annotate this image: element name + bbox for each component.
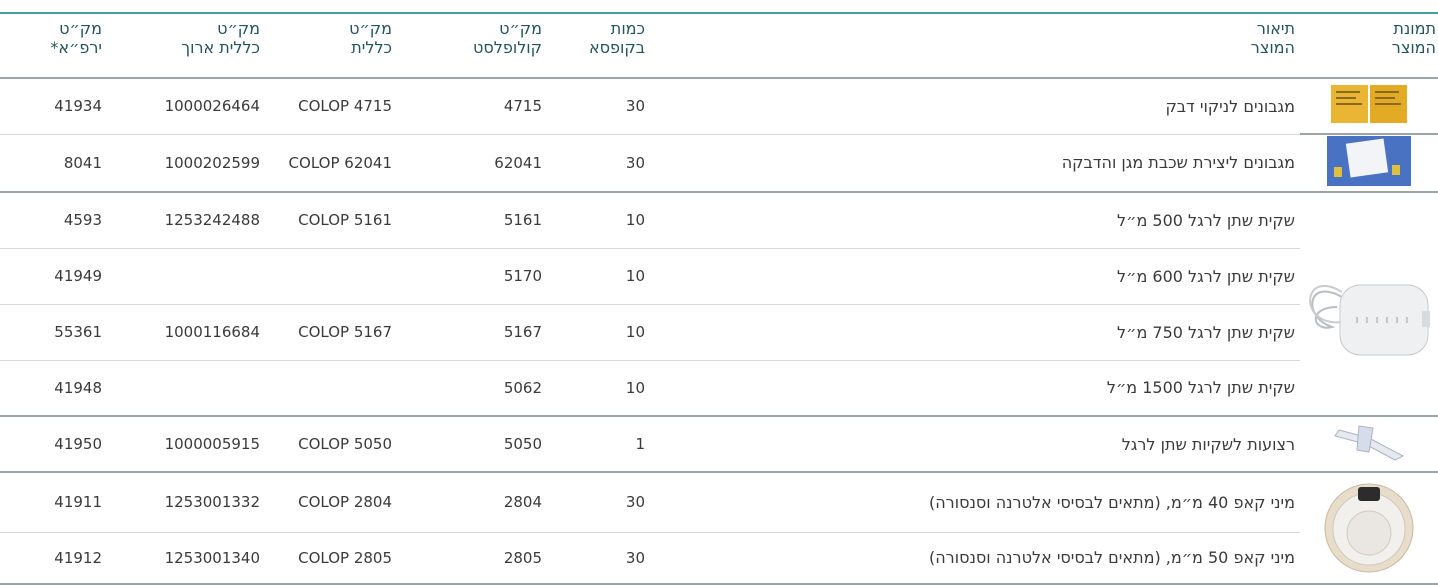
header-text: כמות xyxy=(610,19,645,38)
table-cell xyxy=(265,360,397,417)
description-cell: שקית שתן לרגל 600 מ״ל xyxy=(650,248,1300,305)
table-cell: 1253001332 xyxy=(107,472,265,533)
table-cell: 10 xyxy=(547,304,650,361)
table-cell: COLOP 5050 xyxy=(265,416,397,473)
header-text: קולופלסט xyxy=(472,38,542,57)
table-row: רצועות לשקיות שתן לרגל 1 5050 COLOP 5050 100… xyxy=(0,416,1438,473)
header-cell: כמות בקופסא xyxy=(547,12,650,79)
table-cell: 62041 xyxy=(397,134,547,193)
table-cell: COLOP 2805 xyxy=(265,532,397,585)
description-cell: שקית שתן לרגל 1500 מ״ל xyxy=(650,360,1300,417)
description-cell: רצועות לשקיות שתן לרגל xyxy=(650,416,1300,473)
description-cell: שקית שתן לרגל 750 מ״ל xyxy=(650,304,1300,361)
product-image xyxy=(1300,237,1438,371)
table-body: מגבונים לניקוי דבק 30 4715 COLOP 4715 100002… xyxy=(0,78,1438,585)
table-row: מיני קאפ 40 מ״מ, (מתאים לבסיסי אלטרנה וס… xyxy=(0,472,1438,585)
table-cell: 55361 xyxy=(0,304,107,361)
header-text: מק״ט xyxy=(349,19,392,38)
header-text: כללית ארוך xyxy=(181,38,260,57)
table-cell: 1000202599 xyxy=(107,134,265,193)
table-cell: 30 xyxy=(547,78,650,135)
header-text: בקופסא xyxy=(588,38,645,57)
table-cell xyxy=(107,248,265,305)
header-text: תיאור xyxy=(1256,19,1295,38)
product-image xyxy=(1300,422,1438,466)
table-cell: 5050 xyxy=(397,416,547,473)
description-cell: מיני קאפ 40 מ״מ, (מתאים לבסיסי אלטרנה וס… xyxy=(650,472,1300,533)
table-cell: 1253242488 xyxy=(107,192,265,249)
table-cell: 5161 xyxy=(397,192,547,249)
table-cell: 2805 xyxy=(397,532,547,585)
table-cell: 1000026464 xyxy=(107,78,265,135)
product-image xyxy=(1300,135,1438,191)
table-cell: COLOP 2804 xyxy=(265,472,397,533)
table-cell: COLOP 4715 xyxy=(265,78,397,135)
product-table: תמונת המוצר תיאור המוצר כמות בקופסא מק״ט קולופל… xyxy=(0,12,1438,585)
table-cell: 41934 xyxy=(0,78,107,135)
table-cell: 4715 xyxy=(397,78,547,135)
header-cell: תיאור המוצר xyxy=(650,12,1300,79)
header-text: כללית xyxy=(351,38,392,57)
header-text: מק״ט xyxy=(217,19,260,38)
table-cell: 41911 xyxy=(0,472,107,533)
header-cell: מק״ט כללית xyxy=(265,12,397,79)
table-cell: 10 xyxy=(547,192,650,249)
product-image-cell xyxy=(1300,134,1438,193)
table-cell: 10 xyxy=(547,248,650,305)
table-cell: 41950 xyxy=(0,416,107,473)
header-text: המוצר xyxy=(1391,38,1436,57)
header-text: תמונת xyxy=(1393,19,1436,38)
product-image-cell xyxy=(1300,472,1438,585)
product-image-cell xyxy=(1300,192,1438,417)
table-cell: 30 xyxy=(547,134,650,193)
table-row: מגבונים לניקוי דבק 30 4715 COLOP 4715 100002… xyxy=(0,78,1438,135)
table-cell: 5062 xyxy=(397,360,547,417)
description-cell: מיני קאפ 50 מ״מ, (מתאים לבסיסי אלטרנה וס… xyxy=(650,532,1300,585)
table-cell: 1000116684 xyxy=(107,304,265,361)
header-text: ירפ״א* xyxy=(50,38,102,57)
product-image xyxy=(1300,479,1438,577)
table-cell: 8041 xyxy=(0,134,107,193)
table-cell: COLOP 62041 xyxy=(265,134,397,193)
header-row: תמונת המוצר תיאור המוצר כמות בקופסא מק״ט קולופל… xyxy=(0,12,1438,79)
header-text: מק״ט xyxy=(59,19,102,38)
table-cell: 4593 xyxy=(0,192,107,249)
table-cell: 41949 xyxy=(0,248,107,305)
header-cell: מק״ט קולופלסט xyxy=(397,12,547,79)
table-row: שקית שתן לרגל 750 מ״ל 10 5167 COLOP 5167 100… xyxy=(0,304,1438,361)
table-cell: 2804 xyxy=(397,472,547,533)
table-cell: 10 xyxy=(547,360,650,417)
header-cell: תמונת המוצר xyxy=(1300,12,1438,79)
header-cell: מק״ט ירפ״א* xyxy=(0,12,107,79)
table-cell: 1 xyxy=(547,416,650,473)
table-cell: 1253001340 xyxy=(107,532,265,585)
table-cell: COLOP 5161 xyxy=(265,192,397,249)
header-text: המוצר xyxy=(1250,38,1295,57)
description-cell: מגבונים ליצירת שכבת מגן והדבקה xyxy=(650,134,1300,193)
table-cell: 41948 xyxy=(0,360,107,417)
table-row: שקית שתן לרגל 500 מ״ל 10 5161 COLOP 5161 125… xyxy=(0,192,1438,417)
table-row: שקית שתן לרגל 1500 מ״ל 10 5062 41948 xyxy=(0,360,1438,417)
table-cell: 30 xyxy=(547,472,650,533)
product-image xyxy=(1300,83,1438,129)
table-row: מיני קאפ 50 מ״מ, (מתאים לבסיסי אלטרנה וס… xyxy=(0,532,1438,585)
description-cell: מגבונים לניקוי דבק xyxy=(650,78,1300,135)
table-cell: 30 xyxy=(547,532,650,585)
product-image-cell xyxy=(1300,416,1438,473)
table-cell: 5167 xyxy=(397,304,547,361)
header-text: מק״ט xyxy=(499,19,542,38)
product-image-cell xyxy=(1300,78,1438,135)
description-cell: שקית שתן לרגל 500 מ״ל xyxy=(650,192,1300,249)
header-cell: מק״ט כללית ארוך xyxy=(107,12,265,79)
table-cell xyxy=(107,360,265,417)
table-cell: 5170 xyxy=(397,248,547,305)
table-row: מגבונים ליצירת שכבת מגן והדבקה 30 62041 COL… xyxy=(0,134,1438,193)
table-cell xyxy=(265,248,397,305)
table-row: שקית שתן לרגל 600 מ״ל 10 5170 41949 xyxy=(0,248,1438,305)
table-cell: COLOP 5167 xyxy=(265,304,397,361)
table-cell: 1000005915 xyxy=(107,416,265,473)
table-cell: 41912 xyxy=(0,532,107,585)
